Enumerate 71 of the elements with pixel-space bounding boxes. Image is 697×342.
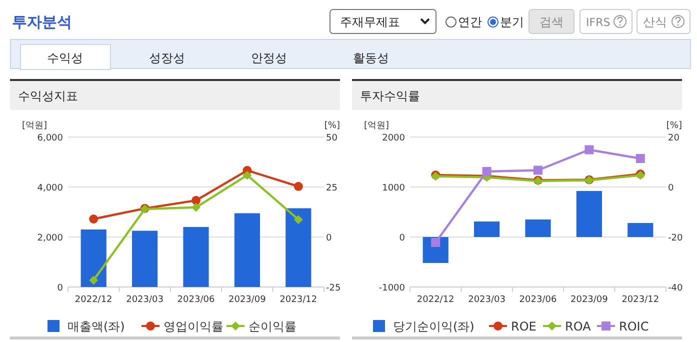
point	[584, 145, 594, 154]
point	[294, 182, 303, 191]
point	[636, 154, 645, 163]
point	[534, 166, 542, 175]
y2-axis-title: [%]	[324, 121, 340, 131]
x-tick-label: 2023/12	[622, 295, 660, 305]
point	[89, 276, 98, 285]
bar	[474, 222, 500, 237]
bar	[628, 223, 654, 237]
y2-tick-label: 20	[668, 134, 680, 144]
y2-tick-label: 0	[326, 234, 332, 244]
point	[242, 170, 252, 180]
text: 활동성	[353, 51, 389, 65]
point	[89, 214, 98, 224]
y-tick-label: 1000	[382, 184, 406, 194]
x-tick-label: 2022/12	[74, 295, 112, 305]
x-tick-label: 2023/09	[228, 295, 266, 305]
y2-tick-label: 25	[326, 184, 338, 194]
x-tick-label: 2023/06	[519, 295, 557, 305]
text: 성장성	[149, 51, 185, 65]
bar	[525, 220, 551, 237]
bar	[132, 230, 158, 287]
bar	[576, 191, 602, 237]
bar	[80, 230, 106, 287]
y2-axis-title: [%]	[666, 121, 682, 131]
y2-tick-label: 50	[326, 134, 338, 144]
y-axis-title: [억원]	[364, 121, 390, 131]
text: 수익성	[47, 51, 83, 65]
y-axis-title: [억원]	[22, 121, 48, 131]
y-tick-label: 0	[57, 284, 64, 294]
y-tick-label: 2,000	[37, 234, 64, 244]
y2-tick-label: -25	[326, 284, 341, 294]
y-tick-label: 6,000	[37, 134, 64, 144]
text: 안정성	[251, 51, 287, 65]
y2-tick-label: -20	[668, 234, 683, 244]
text: 연간	[458, 15, 482, 29]
x-tick-label: 2023/06	[177, 295, 215, 305]
bar	[286, 208, 312, 287]
legend-label: ROE	[511, 320, 536, 334]
legend-label: 영업이익률	[164, 320, 224, 334]
point	[431, 238, 440, 247]
x-tick-label: 2022/12	[416, 295, 454, 305]
text: 검색	[540, 15, 564, 29]
legend-label: ROIC	[619, 320, 649, 334]
y2-tick-label: 0	[668, 184, 674, 194]
y-tick-label: -1000	[378, 284, 406, 294]
point	[192, 202, 200, 212]
y2-tick-label: -40	[668, 284, 683, 294]
y-tick-label: 2000	[382, 134, 406, 144]
point	[294, 215, 303, 224]
y-tick-label: 0	[399, 234, 406, 244]
point	[482, 167, 492, 176]
text: 투자분석	[12, 13, 72, 31]
x-tick-label: 2023/09	[570, 295, 608, 305]
legend-label: 순이익률	[248, 320, 296, 334]
chart-title: 투자수익률	[360, 89, 420, 103]
legend-label: 당기순이익(좌)	[393, 320, 474, 334]
x-tick-label: 2023/03	[468, 295, 506, 305]
chart-title: 수익성지표	[18, 89, 78, 103]
y-tick-label: 4,000	[37, 184, 64, 194]
dropdown-field: 주재무제표	[330, 9, 436, 34]
legend-label: ROA	[565, 320, 592, 334]
x-tick-label: 2023/12	[280, 295, 318, 305]
legend-label: 매출액(좌)	[68, 320, 125, 334]
text: IFRS	[586, 16, 610, 29]
x-tick-label: 2023/03	[126, 295, 164, 305]
point	[192, 196, 200, 205]
bar	[234, 213, 260, 287]
text: 산식	[643, 15, 667, 29]
bar	[183, 227, 209, 287]
text: 분기	[500, 15, 524, 29]
